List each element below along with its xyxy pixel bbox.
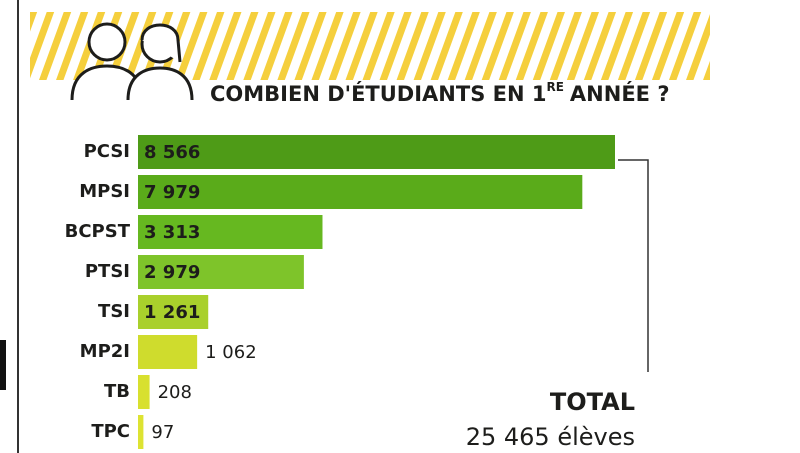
value-label: 2 979 bbox=[144, 262, 200, 283]
value-label: 1 261 bbox=[144, 302, 200, 323]
value-label: 8 566 bbox=[144, 142, 200, 163]
value-label: 3 313 bbox=[144, 222, 200, 243]
category-label: BCPST bbox=[65, 221, 131, 242]
stripe-band bbox=[30, 12, 710, 80]
value-label: 208 bbox=[158, 382, 192, 403]
bar bbox=[138, 135, 615, 169]
title-part: ANNÉE ? bbox=[570, 81, 670, 106]
value-label: 1 062 bbox=[205, 342, 257, 363]
title-part: COMBIEN D'ÉTUDIANTS EN 1 bbox=[210, 81, 546, 106]
bar bbox=[138, 175, 583, 209]
total-label: TOTAL bbox=[550, 388, 635, 416]
title-superscript: RE bbox=[546, 80, 563, 94]
total-text: 25 465 élèves bbox=[466, 423, 635, 451]
bar bbox=[138, 415, 144, 449]
category-label: MP2I bbox=[80, 341, 130, 362]
bar bbox=[138, 215, 323, 249]
value-label: 7 979 bbox=[144, 182, 200, 203]
value-label: 97 bbox=[151, 422, 174, 443]
category-label: PCSI bbox=[84, 141, 130, 162]
bar bbox=[138, 335, 198, 369]
category-label: MPSI bbox=[79, 181, 130, 202]
category-label: TB bbox=[104, 381, 130, 402]
bar bbox=[138, 375, 150, 409]
category-label: PTSI bbox=[85, 261, 130, 282]
people-icon bbox=[70, 22, 194, 101]
bracket bbox=[618, 159, 649, 372]
category-label: TSI bbox=[98, 301, 130, 322]
side-mark bbox=[0, 340, 6, 390]
bar bbox=[138, 295, 209, 329]
bar bbox=[138, 255, 304, 289]
category-label: TPC bbox=[91, 421, 130, 442]
chart-title: COMBIEN D'ÉTUDIANTS EN 1RE ANNÉE ? bbox=[210, 80, 670, 107]
